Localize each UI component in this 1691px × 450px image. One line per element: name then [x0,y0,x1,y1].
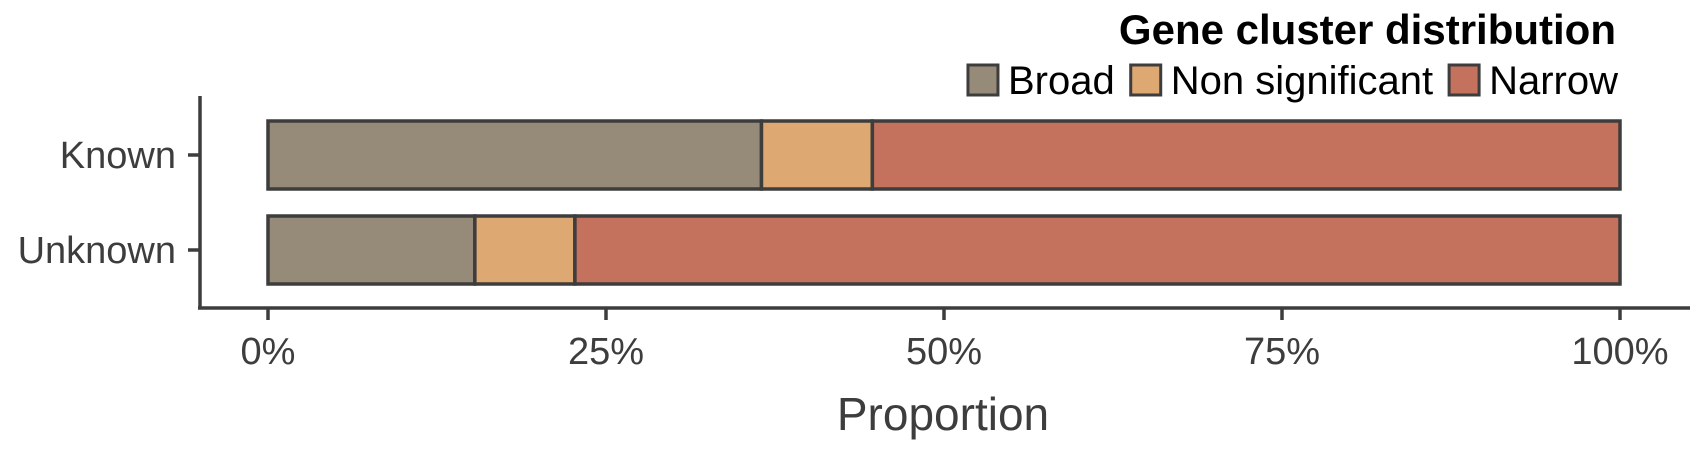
legend-title: Gene cluster distribution [1119,6,1616,53]
bars [266,119,1622,286]
bar-known-narrow [870,119,1622,191]
legend-label: Non significant [1171,59,1433,103]
y-tick-label: Known [60,135,176,177]
legend-label: Narrow [1489,59,1618,103]
legend-key [1447,63,1481,97]
x-tick-label: 100% [1571,331,1668,373]
bar-unknown-narrow [573,214,1622,286]
y-ticks: Known Unknown [18,135,200,272]
bar-unknown-broad [266,214,477,286]
legend-key [1129,63,1163,97]
bar-known-non-significant [759,119,875,191]
x-ticks: 0% 25% 50% 75% 100% [241,308,1669,373]
x-tick-label: 75% [1244,331,1320,373]
legend-item-broad: Broad [966,59,1115,103]
legend: Gene cluster distribution Broad Non signi… [966,6,1618,103]
bar-unknown-non-significant [473,214,577,286]
x-tick-label: 0% [241,331,296,373]
legend-key [966,63,1000,97]
axes: Known Unknown 0% 25% 50% 75% 100% [18,96,1690,373]
x-tick-label: 50% [906,331,982,373]
legend-label: Broad [1008,59,1115,103]
x-tick-label: 25% [568,331,644,373]
legend-items: Broad Non significant Narrow [966,59,1618,103]
bar-known-broad [266,119,764,191]
x-axis-title: Proportion [837,388,1049,440]
legend-item-narrow: Narrow [1447,59,1618,103]
y-tick-label: Unknown [18,230,176,272]
legend-item-non-significant: Non significant [1129,59,1433,103]
